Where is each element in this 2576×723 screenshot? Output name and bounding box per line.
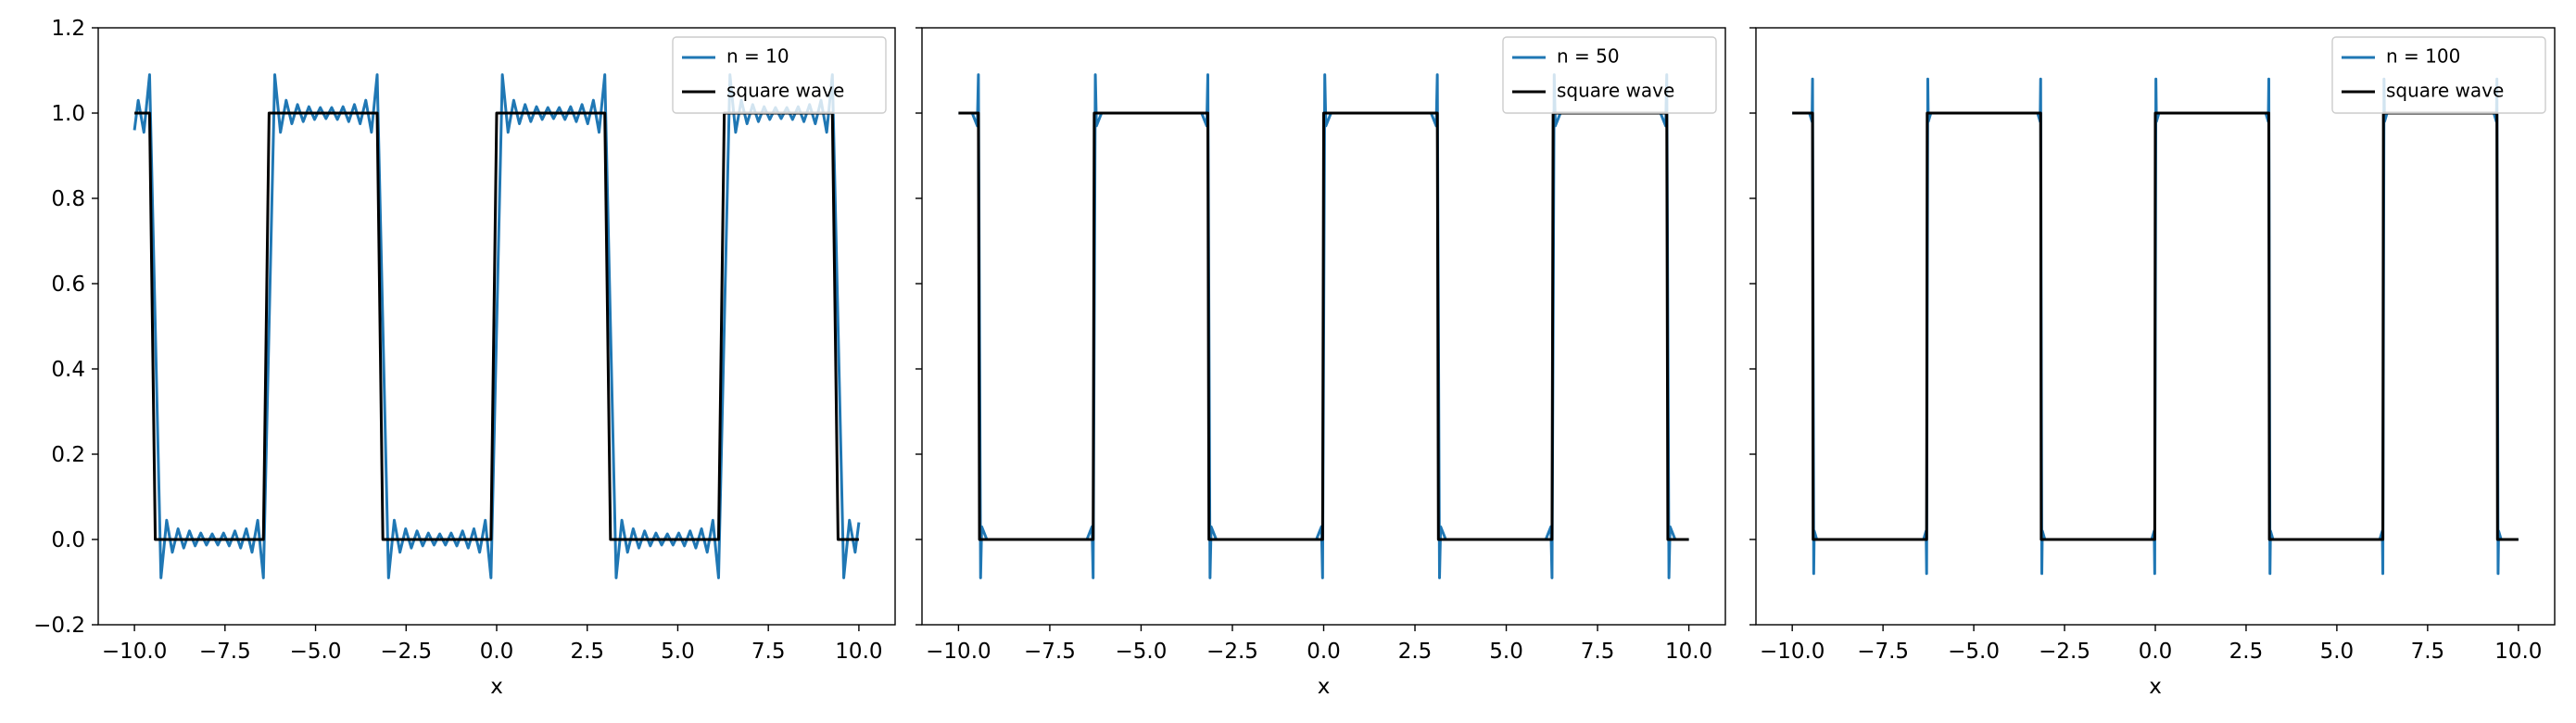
x-tick-label: −10.0 (926, 640, 991, 664)
legend-label: square wave (726, 80, 844, 102)
legend: n = 100 square wave (2331, 36, 2546, 114)
x-tick-label: −7.5 (1857, 640, 1909, 664)
y-tick-label: 1.2 (51, 17, 85, 41)
legend-label: n = 10 (726, 45, 789, 68)
subplot: −10.0 −7.5 −5.0 −2.5 0.0 2.5 5.0 7.5 10.0 x n = 10… (1749, 27, 2556, 699)
legend-box (672, 36, 887, 114)
x-tick-label: 0.0 (480, 640, 514, 664)
x-tick-label: 10.0 (835, 640, 882, 664)
y-tick-label: 0.8 (51, 187, 85, 211)
y-tick-label: 1.0 (51, 102, 85, 126)
x-axis-label: x (1318, 675, 1331, 699)
x-tick-label: 5.0 (661, 640, 695, 664)
x-tick-label: −7.5 (1024, 640, 1076, 664)
x-tick-label: 10.0 (2494, 640, 2542, 664)
series-line (1792, 111, 2519, 541)
x-tick-label: −10.0 (1760, 640, 1825, 664)
legend-label: n = 50 (1557, 45, 1620, 68)
x-tick-label: −2.5 (1206, 640, 1258, 664)
y-tick-label: −0.2 (33, 614, 85, 638)
y-tick-label: 0.0 (51, 528, 85, 552)
axes-frame (97, 27, 896, 626)
y-tick-label: 0.4 (51, 358, 85, 382)
x-tick-label: 7.5 (2411, 640, 2445, 664)
axes-frame (921, 27, 1726, 626)
x-tick-label: 2.5 (1398, 640, 1433, 664)
x-tick-label: 7.5 (1581, 640, 1615, 664)
x-tick-label: 0.0 (1307, 640, 1341, 664)
x-tick-label: −5.0 (1116, 640, 1168, 664)
legend-label: square wave (1557, 80, 1674, 102)
legend-box (2331, 36, 2546, 114)
subplot: −10.0 −7.5 −5.0 −2.5 0.0 2.5 5.0 7.5 10.0 −0.2 0.0… (33, 17, 896, 699)
y-tick-label: 0.6 (51, 273, 85, 297)
subplot: −10.0 −7.5 −5.0 −2.5 0.0 2.5 5.0 7.5 10.0 x n = 50… (915, 27, 1726, 699)
x-tick-label: −5.0 (1948, 640, 2000, 664)
legend-label: square wave (2386, 80, 2504, 102)
legend-box (1502, 36, 1717, 114)
x-tick-label: 5.0 (2320, 640, 2355, 664)
legend-label: n = 100 (2386, 45, 2460, 68)
x-tick-label: −5.0 (290, 640, 342, 664)
x-tick-label: −2.5 (2039, 640, 2090, 664)
x-tick-label: 0.0 (2139, 640, 2173, 664)
x-tick-label: −2.5 (380, 640, 432, 664)
series-line (958, 111, 1689, 541)
x-tick-label: −7.5 (199, 640, 251, 664)
axes-frame (1755, 27, 2556, 626)
x-axis-label: x (490, 675, 503, 699)
x-tick-label: 2.5 (2229, 640, 2264, 664)
x-tick-label: 10.0 (1665, 640, 1712, 664)
x-tick-label: 5.0 (1489, 640, 1523, 664)
legend: n = 10 square wave (672, 36, 887, 114)
x-tick-label: −10.0 (102, 640, 167, 664)
x-tick-label: 2.5 (570, 640, 604, 664)
legend: n = 50 square wave (1502, 36, 1717, 114)
y-tick-label: 0.2 (51, 443, 85, 467)
x-tick-label: 7.5 (751, 640, 786, 664)
x-axis-label: x (2149, 675, 2162, 699)
